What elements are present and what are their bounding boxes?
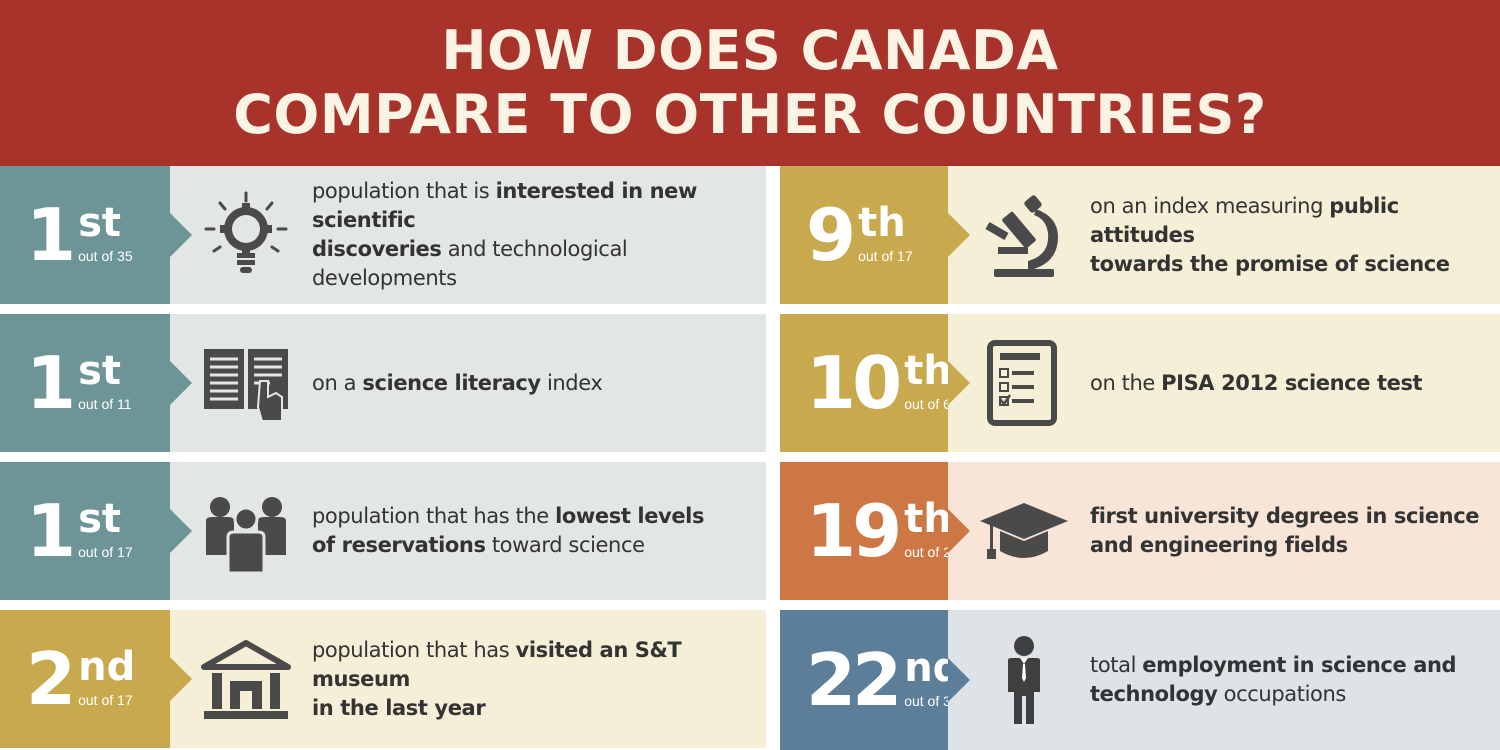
pointer-arrow xyxy=(948,658,970,702)
rank-badge: 22 nd out of 37 xyxy=(780,610,970,750)
ranking-card: 10 th out of 65 xyxy=(780,314,1500,452)
lightbulb-gear-icon xyxy=(200,189,292,281)
ranking-description: first university degrees in science and e… xyxy=(1090,504,1480,557)
ranking-description: population that has visited an S&T museu… xyxy=(312,637,682,720)
pointer-arrow xyxy=(170,361,192,405)
right-column: 9 th out of 17 xyxy=(780,166,1500,750)
rank-out-of: out of 65 xyxy=(904,396,959,412)
ranking-content: on a science literacy index xyxy=(170,314,766,452)
pointer-arrow xyxy=(948,361,970,405)
rank-suffix: th xyxy=(858,200,906,246)
pointer-arrow xyxy=(948,509,970,553)
businessman-icon xyxy=(978,634,1070,726)
open-book-icon xyxy=(200,337,292,429)
infographic-header: HOW DOES CANADA COMPARE TO OTHER COUNTRI… xyxy=(0,0,1500,166)
header-title-line-1: HOW DOES CANADA xyxy=(441,19,1059,82)
ranking-card: 1 st out of 17 xyxy=(0,462,766,600)
people-group-icon xyxy=(200,485,292,577)
ranking-content: population that is interested in new sci… xyxy=(170,166,766,304)
rank-suffix: th xyxy=(904,496,952,542)
ranking-description: on a science literacy index xyxy=(312,370,603,395)
rank-suffix: st xyxy=(78,348,122,394)
ranking-card: 1 st out of 35 xyxy=(0,166,766,304)
microscope-icon xyxy=(978,189,1070,281)
rank-badge: 9 th out of 17 xyxy=(780,166,970,304)
rank-number: 1 xyxy=(26,193,76,277)
rank-out-of: out of 17 xyxy=(78,544,133,560)
rank-number: 19 xyxy=(806,489,902,573)
graduation-cap-icon xyxy=(978,485,1070,577)
rank-badge: 1 st out of 35 xyxy=(0,166,192,304)
rank-number: 9 xyxy=(806,193,856,277)
museum-icon xyxy=(200,633,292,725)
ranking-card: 22 nd out of 37 total xyxy=(780,610,1500,750)
rank-number: 2 xyxy=(26,637,76,721)
header-title-line-2: COMPARE TO OTHER COUNTRIES? xyxy=(233,83,1267,146)
ranking-content: first university degrees in science and e… xyxy=(948,462,1500,600)
left-column: 1 st out of 35 xyxy=(0,166,766,750)
pointer-arrow xyxy=(170,657,192,701)
ranking-description: on an index measuring public attitudes to… xyxy=(1090,193,1450,276)
ranking-description: on the PISA 2012 science test xyxy=(1090,370,1423,395)
rank-suffix: st xyxy=(78,496,122,542)
rank-badge: 1 st out of 17 xyxy=(0,462,192,600)
ranking-content: population that has visited an S&T museu… xyxy=(170,610,766,748)
ranking-card: 2 nd out of 17 xyxy=(0,610,766,748)
rank-badge: 2 nd out of 17 xyxy=(0,610,192,748)
rank-out-of: out of 11 xyxy=(78,396,132,412)
checklist-icon xyxy=(978,337,1070,429)
ranking-description: population that is interested in new sci… xyxy=(312,179,698,290)
pointer-arrow xyxy=(948,213,970,257)
rank-badge: 1 st out of 11 xyxy=(0,314,192,452)
rank-suffix: st xyxy=(78,200,122,246)
rank-suffix: th xyxy=(904,348,952,394)
rank-badge: 10 th out of 65 xyxy=(780,314,970,452)
rank-out-of: out of 35 xyxy=(78,248,133,264)
rank-out-of: out of 17 xyxy=(78,692,133,708)
rank-badge: 19 th out of 29 xyxy=(780,462,970,600)
ranking-description: total employment in science and technolog… xyxy=(1090,653,1457,706)
pointer-arrow xyxy=(170,213,192,257)
rank-number: 1 xyxy=(26,489,76,573)
rank-out-of: out of 29 xyxy=(904,544,959,560)
ranking-description: population that has the lowest levels of … xyxy=(312,504,705,557)
rank-suffix: nd xyxy=(78,644,136,690)
pointer-arrow xyxy=(170,509,192,553)
ranking-content: on the PISA 2012 science test xyxy=(948,314,1500,452)
rank-number: 22 xyxy=(806,638,902,722)
ranking-content: population that has the lowest levels of … xyxy=(170,462,766,600)
rank-number: 10 xyxy=(806,341,902,425)
rank-out-of: out of 37 xyxy=(904,693,959,709)
rank-out-of: out of 17 xyxy=(858,248,913,264)
ranking-card: 1 st out of 11 xyxy=(0,314,766,452)
ranking-content: on an index measuring public attitudes to… xyxy=(948,166,1500,304)
ranking-card: 19 th out of 29 f xyxy=(780,462,1500,600)
ranking-card: 9 th out of 17 xyxy=(780,166,1500,304)
ranking-content: total employment in science and technolog… xyxy=(948,610,1500,750)
rank-number: 1 xyxy=(26,341,76,425)
